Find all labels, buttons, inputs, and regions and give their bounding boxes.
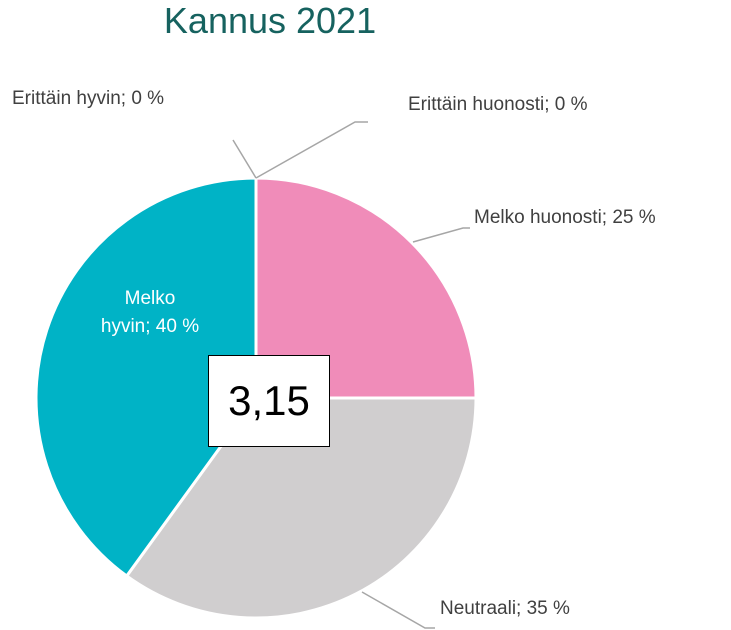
data-label: Neutraali; 35 % xyxy=(440,598,570,619)
data-label: Melko huonosti; 25 % xyxy=(474,207,656,228)
annotation: 3,15 xyxy=(208,355,330,447)
leader-line xyxy=(361,591,435,629)
chart-title: Kannus 2021 xyxy=(163,0,377,41)
data-label: Melko hyvin; 40 % xyxy=(100,288,200,337)
pie-slice xyxy=(34,176,258,579)
data-label: Erittäin hyvin; 0 % xyxy=(12,88,165,109)
leader-line xyxy=(255,121,368,179)
pie-slice xyxy=(254,176,478,400)
data-label: Erittäin huonosti; 0 % xyxy=(408,94,588,115)
pie-slice xyxy=(124,396,478,620)
leader-line xyxy=(232,139,257,179)
leader-line xyxy=(412,227,470,243)
